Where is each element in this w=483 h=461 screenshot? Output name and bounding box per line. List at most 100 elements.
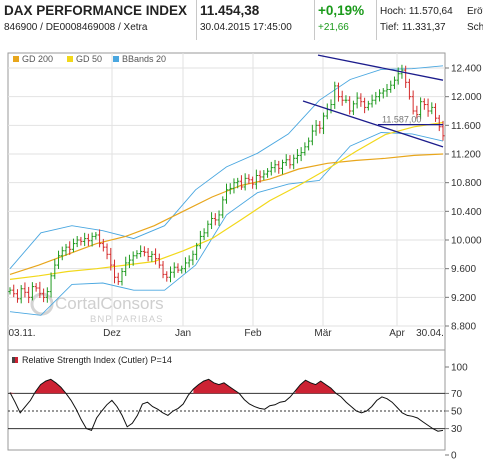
candle [64, 243, 68, 256]
candlestick-series [8, 64, 445, 304]
candle [198, 230, 202, 249]
candle [45, 287, 49, 303]
candle [310, 124, 314, 146]
candle [377, 89, 382, 102]
candle [180, 265, 184, 274]
candle [183, 257, 188, 273]
candle [139, 245, 143, 258]
last-price: 11.454,38 [200, 3, 260, 18]
rsi-y-tick-label: 30 [451, 424, 463, 435]
candle [94, 232, 98, 240]
day-high: Hoch: 11.570,64 [380, 6, 453, 17]
change-percent: +0,19% [318, 3, 365, 18]
y-tick-label: 10.800 [451, 178, 482, 189]
candle [15, 289, 20, 303]
candle [280, 159, 285, 175]
candle [49, 272, 53, 298]
candle [340, 90, 344, 106]
candle [8, 287, 12, 295]
candle [131, 251, 135, 266]
y-tick-label: 12.000 [451, 92, 482, 103]
rsi-panel [8, 378, 445, 432]
candle [419, 97, 423, 120]
candle [321, 112, 326, 135]
candle [437, 114, 441, 132]
candle [56, 250, 61, 269]
rsi-overbought-fill [10, 379, 336, 394]
candle [30, 282, 34, 301]
candle [206, 220, 210, 238]
grid-lines [8, 53, 445, 327]
candle [187, 255, 191, 268]
y-tick-label: 9.200 [451, 293, 476, 304]
y-tick-label: 11.600 [451, 121, 481, 132]
candle [71, 238, 76, 253]
candle [422, 98, 426, 110]
candle [277, 160, 281, 174]
legend-swatch-bbands [113, 56, 119, 62]
candle [374, 91, 378, 105]
legend-label-gd50: GD 50 [76, 54, 102, 64]
candle [191, 250, 195, 266]
candle [426, 98, 430, 117]
candle [116, 272, 120, 285]
candle [112, 259, 117, 284]
candle [120, 267, 124, 286]
candle [303, 142, 307, 156]
gd50-line [9, 121, 444, 280]
trend-channel: 11.587,00 [302, 54, 444, 148]
candle [370, 94, 374, 108]
candle [68, 241, 72, 255]
chart-legend: GD 200 GD 50 BBands 20 [13, 54, 166, 64]
candle [228, 183, 232, 195]
rsi-title: Relative Strength Index (Cutler) P=14 [22, 355, 172, 365]
rsi-y-tick-label: 70 [451, 389, 463, 400]
candle [232, 178, 236, 194]
candle [124, 256, 128, 277]
candle [146, 247, 150, 262]
low-value: 11.331,37 [401, 22, 446, 33]
header-divider [196, 0, 197, 40]
rsi-y-tick-label: 100 [451, 363, 468, 374]
y-tick-label: 10.400 [451, 207, 482, 218]
candle [213, 213, 217, 226]
legend-label-gd200: GD 200 [22, 54, 53, 64]
candle [105, 243, 109, 260]
x-tick-label: Jan [175, 328, 191, 339]
candle [288, 155, 292, 169]
bband-lower-line [9, 132, 444, 316]
candle [172, 262, 176, 278]
price-line-label: 11.587,00 [382, 115, 421, 125]
candle [23, 282, 27, 298]
candle [396, 67, 400, 85]
x-tick-label: Dez [103, 328, 121, 339]
x-tick-label: 03.11. [8, 328, 35, 339]
open-label: Eröf [467, 6, 483, 17]
trend-lower [302, 100, 444, 148]
candle [86, 233, 90, 246]
legend-swatch-gd200 [13, 56, 19, 62]
candle [415, 105, 419, 119]
y-tick-label: 11.200 [451, 150, 481, 161]
legend-label-bbands: BBands 20 [122, 54, 166, 64]
header-divider [376, 0, 377, 40]
date-axis: 03.11. Dez Jan Feb Mär Apr 30.04. [8, 328, 443, 339]
candle [265, 168, 270, 178]
candle [366, 100, 370, 111]
candle [27, 286, 31, 304]
candle [433, 103, 438, 122]
candle [363, 97, 367, 114]
watermark-sub: BNP PARIBAS [90, 314, 163, 325]
close-label: Sch [467, 22, 483, 33]
candle [269, 161, 273, 176]
header-divider [314, 0, 315, 40]
candle [284, 154, 288, 166]
candle [97, 229, 102, 248]
candle [254, 169, 258, 190]
change-absolute: +21,66 [318, 22, 349, 33]
x-tick-label: 30.04. [416, 328, 444, 339]
candle [161, 260, 165, 279]
candle [359, 93, 363, 107]
rsi-axis: 100 70 50 30 0 [445, 363, 468, 461]
candle [411, 90, 415, 115]
